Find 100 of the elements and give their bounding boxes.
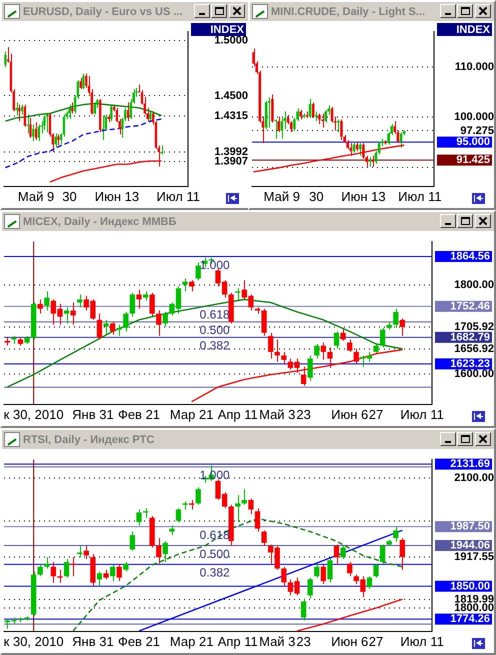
candlestick: [261, 530, 267, 546]
candlestick: [274, 338, 280, 362]
annotation: 0.500: [200, 323, 230, 338]
candlestick: [280, 118, 284, 140]
candlestick: [110, 564, 116, 582]
candlestick: [103, 319, 109, 336]
candlestick: [242, 488, 247, 506]
ref-line-label: 1623.23: [450, 358, 490, 370]
y-tick-label: 1656.92: [454, 342, 494, 355]
candlestick: [356, 141, 358, 152]
annotation: 0.500: [200, 546, 230, 561]
x-tick-label: Июн 13: [341, 188, 386, 204]
x-tick-label: Апр 11: [218, 634, 258, 649]
x-tick-label: Май 9: [18, 188, 54, 204]
candlestick: [123, 311, 128, 332]
candlestick: [248, 498, 254, 515]
candlestick: [400, 318, 406, 336]
candlestick: [337, 119, 340, 133]
candlestick: [373, 563, 379, 578]
candlestick: [136, 508, 142, 526]
candlestick: [126, 102, 130, 122]
candlestick: [169, 525, 175, 536]
x-tick-label: Мар 21: [170, 634, 214, 649]
y-tick-label: 1.4315: [214, 110, 248, 122]
ref-line-label: 1850.00: [450, 580, 490, 592]
ref-line-label: 1774.26: [450, 613, 490, 626]
candlestick: [57, 134, 60, 146]
x-tick-label: Мар 21: [170, 406, 214, 422]
ref-line-label: 1864.56: [450, 250, 490, 263]
candlestick: [393, 526, 398, 542]
candlestick: [372, 155, 374, 168]
y-tick-label: 1.3907: [214, 155, 248, 168]
candlestick: [281, 351, 286, 364]
candlestick: [324, 110, 327, 124]
candlestick: [196, 262, 201, 281]
chart-title: MINI.CRUDE, Daily - Light S...: [271, 6, 426, 18]
candlestick: [308, 354, 313, 382]
candlestick: [70, 302, 76, 326]
ref-line-label: 1752.46: [450, 300, 490, 312]
candlestick: [18, 104, 20, 122]
candlestick: [277, 116, 280, 133]
candlestick: [318, 113, 321, 125]
ref-line-label: 91.425: [456, 154, 490, 166]
candlestick: [196, 486, 201, 506]
candlestick: [314, 343, 320, 360]
candlestick: [300, 598, 306, 622]
candlestick: [308, 98, 312, 119]
x-tick-label: Фев 21: [118, 406, 160, 422]
candlestick: [156, 538, 162, 564]
candlestick: [314, 563, 320, 578]
x-tick-label: Июн 6: [331, 634, 368, 649]
candlestick: [64, 306, 70, 324]
candlestick: [281, 566, 286, 586]
candlestick: [254, 508, 260, 532]
candlestick: [380, 544, 386, 564]
candlestick: [320, 564, 326, 585]
x-tick-label: к 30, 2010: [4, 634, 64, 649]
x-tick-label: Июн 13: [94, 188, 140, 204]
candlestick: [235, 288, 240, 302]
candlestick: [123, 561, 128, 572]
candlestick: [130, 531, 136, 552]
ref-line-label: 2131.69: [450, 458, 490, 470]
candlestick: [150, 292, 155, 318]
candlestick: [268, 96, 271, 128]
candlestick: [373, 343, 379, 354]
candlestick: [96, 571, 102, 586]
candlestick: [340, 327, 346, 342]
x-tick-label: Май 3: [259, 406, 296, 422]
candlestick: [400, 538, 406, 570]
candlestick: [320, 342, 326, 360]
candlestick: [176, 508, 182, 523]
annotation: 0.382: [200, 566, 230, 580]
candlestick: [334, 330, 340, 350]
x-tick-label: Фев 21: [118, 634, 160, 649]
x-tick-label: Июл 11: [400, 406, 444, 422]
x-tick-label: Май 9: [264, 188, 300, 204]
candlestick: [315, 111, 318, 122]
candlestick: [116, 563, 122, 582]
chart-title: MICEX, Daily - Индекс ММВБ: [23, 216, 176, 228]
y-tick-label: 1.3992: [214, 146, 248, 158]
candlestick: [162, 311, 168, 328]
candlestick: [359, 142, 362, 156]
candlestick: [156, 310, 162, 336]
candlestick: [32, 124, 34, 142]
candlestick: [46, 112, 48, 133]
candlestick: [93, 102, 96, 116]
candlestick: [321, 113, 324, 128]
candlestick: [340, 545, 346, 560]
candlestick: [327, 556, 333, 583]
candlestick: [393, 308, 398, 328]
chart-title: EURUSD, Daily - Euro vs US ...: [23, 6, 183, 18]
x-tick-label: Апр 11: [218, 406, 258, 422]
candlestick: [352, 141, 356, 154]
annotation: 0.382: [200, 338, 230, 353]
candlestick: [38, 124, 40, 142]
x-tick-label: 30: [62, 188, 77, 204]
chart-title: RTSI, Daily - Индекс РТС: [23, 434, 154, 446]
x-tick-label: Июл 11: [156, 188, 200, 204]
candlestick: [50, 561, 56, 584]
candlestick: [334, 544, 340, 564]
